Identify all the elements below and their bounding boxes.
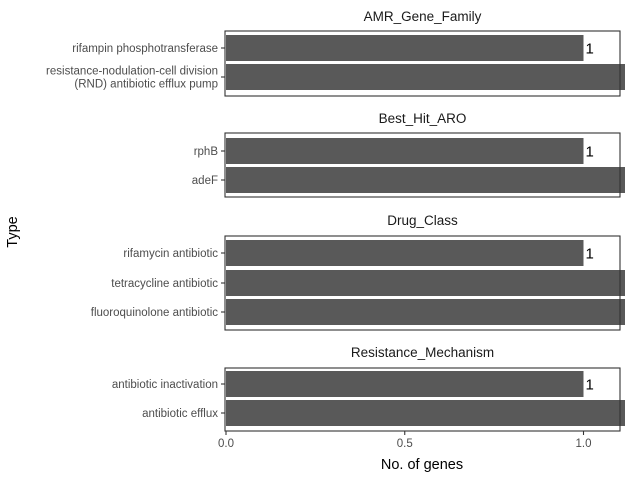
bar	[226, 64, 625, 90]
bar	[226, 167, 625, 193]
panel-border	[224, 132, 621, 198]
category-label: fluoroquinolone antibiotic	[91, 307, 218, 319]
category-label: antibiotic efflux	[142, 408, 218, 420]
bar-value-label: 1	[586, 144, 594, 161]
facet-title: Resistance_Mechanism	[351, 345, 494, 360]
category-label: resistance-nodulation-cell division (RND)…	[46, 66, 218, 91]
facet-panel: AMR_Gene_Family 1 rifampin phosphotransfer…	[46, 9, 625, 97]
bar-value-label: 1	[586, 41, 594, 58]
facet-title: Best_Hit_ARO	[379, 111, 467, 126]
category-label: tetracycline antibiotic	[111, 278, 218, 290]
x-axis: 0.00.51.01.52.0	[218, 431, 592, 450]
bar	[226, 138, 584, 164]
bar	[226, 35, 584, 61]
x-tick-label: 1.0	[576, 438, 592, 450]
bar	[226, 371, 584, 397]
bar	[226, 270, 625, 296]
y-axis-title: Type	[5, 216, 21, 247]
category-label: adeF	[192, 175, 218, 187]
bar	[226, 299, 625, 325]
category-label: antibiotic inactivation	[112, 379, 218, 391]
bar	[226, 240, 584, 266]
x-tick-label: 0.5	[397, 438, 413, 450]
facet-title: AMR_Gene_Family	[364, 9, 482, 24]
category-label: rifampin phosphotransferase	[72, 43, 218, 55]
panel-border	[224, 367, 621, 432]
facet-panel: Resistance_Mechanism 1 antibiotic inactiva…	[112, 345, 625, 432]
panel-border	[224, 235, 621, 331]
bar-value-label: 1	[586, 246, 594, 263]
bar-value-label: 1	[586, 377, 594, 394]
bar	[226, 400, 625, 426]
x-axis-title: No. of genes	[381, 457, 463, 473]
facet-title: Drug_Class	[387, 213, 458, 228]
panel-border	[224, 30, 621, 97]
x-tick-label: 0.0	[218, 438, 234, 450]
facet-panel: Best_Hit_ARO1rphB2adeF	[192, 111, 625, 198]
category-label: rphB	[194, 146, 219, 158]
facet-panels: AMR_Gene_Family 1 rifampin phosphotransfer…	[46, 9, 625, 432]
category-label: rifamycin antibiotic	[123, 248, 218, 260]
